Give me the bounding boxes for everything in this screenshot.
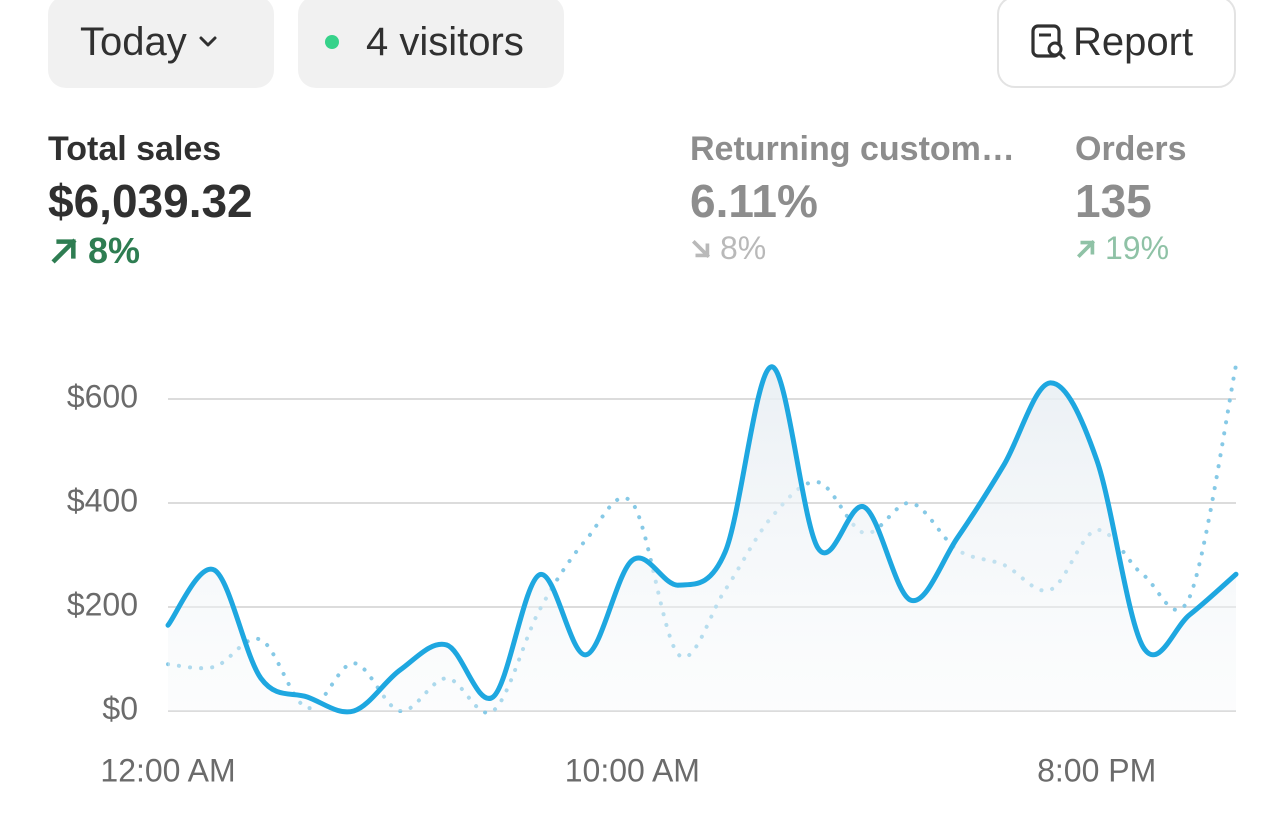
live-dot: [325, 35, 339, 49]
metric-value: 6.11%: [690, 175, 818, 227]
metric-change: 19%: [1075, 230, 1187, 267]
metric-value: 135: [1075, 175, 1152, 227]
chevron-icon: [199, 36, 217, 47]
area: [168, 366, 1236, 712]
period-label: Today: [80, 19, 187, 64]
x-tick-label: 12:00 AM: [100, 752, 235, 788]
y-tick-label: $200: [67, 586, 138, 622]
period-button[interactable]: Today: [48, 0, 274, 88]
arrow-path: [691, 239, 711, 258]
metric-label: Total sales: [48, 130, 222, 168]
metric-label: Orders: [1075, 130, 1187, 168]
metric: Orders 135 19%: [1075, 130, 1187, 267]
metric: Total sales $6,039.32 8%: [48, 130, 253, 272]
trend-arrow: [1076, 239, 1096, 258]
x-tick-label: 8:00 PM: [1037, 752, 1156, 788]
trend-arrow: [691, 239, 711, 258]
arrow-path: [1076, 239, 1096, 258]
y-tick-label: $0: [102, 690, 138, 726]
metric-change: 8%: [48, 230, 253, 272]
change-value: 19%: [1105, 230, 1170, 266]
change-value: 8%: [720, 230, 767, 266]
metric-label: Returning custom…: [690, 130, 1015, 168]
report-icon: [1031, 24, 1066, 60]
trend-arrow: [51, 238, 77, 264]
metric: Returning custom… 6.11% 8%: [690, 130, 1015, 267]
sales-line: [165, 364, 1239, 715]
metric-value: $6,039.32: [48, 175, 253, 227]
report-button[interactable]: Report: [997, 0, 1236, 88]
y-tick-label: $600: [67, 378, 138, 414]
y-tick-label: $400: [67, 482, 138, 518]
visitors-button[interactable]: 4 visitors: [298, 0, 564, 88]
visitors-label: 4 visitors: [366, 19, 524, 64]
metric-change: 8%: [690, 230, 1015, 267]
arrow-path: [51, 238, 77, 264]
x-tick-label: 10:00 AM: [565, 752, 700, 788]
report-label: Report: [1073, 19, 1194, 64]
change-value: 8%: [88, 230, 141, 271]
